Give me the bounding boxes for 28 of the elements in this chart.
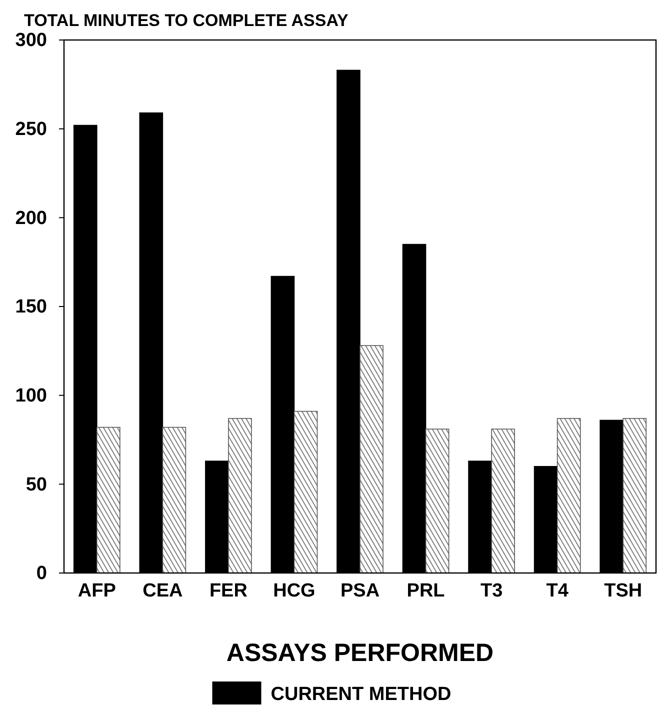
- y-tick-label: 250: [15, 118, 47, 140]
- y-tick-label: 0: [36, 563, 47, 584]
- y-tick-label: 200: [15, 208, 47, 229]
- y-tick-label: 150: [15, 296, 47, 318]
- bar: [556, 418, 581, 574]
- chart-title: TOTAL MINUTES TO COMPLETE ASSAY: [24, 11, 349, 30]
- legend-label: CURRENT METHOD: [270, 684, 452, 705]
- bar: [294, 410, 318, 574]
- bar: [360, 345, 384, 574]
- y-tick-label: 100: [15, 385, 47, 406]
- bar: [228, 418, 252, 574]
- bar: [622, 418, 647, 574]
- x-tick-label: HCG: [273, 580, 316, 602]
- x-tick-label: TSH: [604, 580, 642, 602]
- bar: [162, 426, 186, 574]
- x-tick-label: AFP: [78, 580, 116, 602]
- x-tick-label: PSA: [340, 580, 380, 602]
- bar: [425, 428, 450, 574]
- x-tick-label: FER: [209, 580, 248, 602]
- x-axis-title: ASSAYS PERFORMED: [226, 639, 494, 667]
- y-tick-label: 50: [26, 474, 47, 496]
- y-tick-label: 300: [15, 30, 47, 52]
- bar: [96, 426, 120, 574]
- x-tick-label: CEA: [142, 580, 183, 602]
- bar: [491, 428, 515, 574]
- x-tick-label: T4: [546, 580, 569, 602]
- x-tick-label: T3: [480, 580, 503, 602]
- x-tick-label: PRL: [406, 580, 446, 602]
